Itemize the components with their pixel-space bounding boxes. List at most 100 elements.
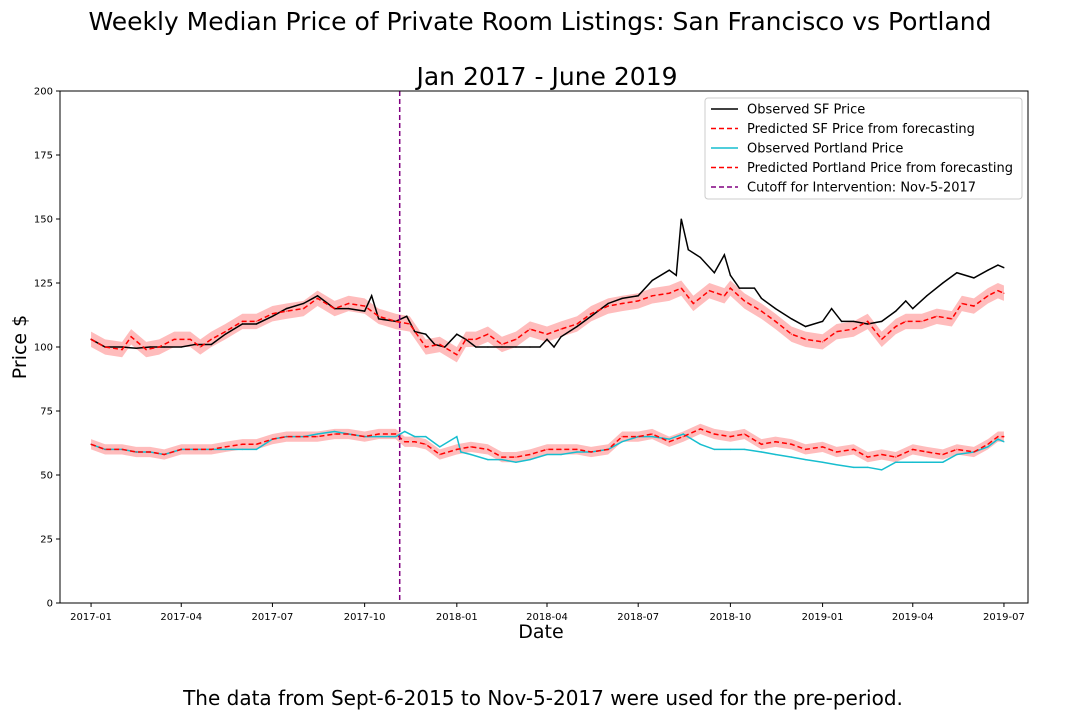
data-point-pdx_observed-49 — [804, 458, 807, 461]
data-point-pdx_observed-31 — [529, 458, 531, 461]
data-point-pdx_observed-50 — [821, 461, 824, 464]
data-point-pdx_observed-30 — [515, 461, 517, 464]
y-tick-label: 75 — [40, 407, 53, 418]
data-point-pdx_predicted-42 — [713, 433, 716, 435]
data-point-pdx_observed-62 — [997, 438, 999, 440]
data-point-sf_observed-44 — [668, 269, 671, 272]
data-point-pdx_predicted-53 — [880, 453, 883, 456]
data-point-sf_predicted-29 — [501, 343, 503, 346]
x-tick-label: 2019-07 — [983, 612, 1025, 623]
data-point-pdx_predicted-57 — [942, 453, 944, 456]
data-point-sf_observed-14 — [302, 302, 305, 305]
data-point-sf_observed-41 — [621, 297, 623, 300]
data-point-sf_observed-27 — [456, 333, 458, 336]
x-axis-label: Date — [518, 621, 563, 643]
data-point-sf_predicted-15 — [302, 307, 305, 310]
data-point-sf_predicted-5 — [158, 346, 161, 348]
data-point-pdx_predicted-50 — [835, 451, 838, 453]
chart-subtitle: Jan 2017 - June 2019 — [414, 62, 677, 91]
data-point-pdx_predicted-35 — [607, 448, 609, 451]
data-point-pdx_observed-32 — [546, 453, 548, 456]
data-point-pdx_predicted-44 — [743, 433, 746, 435]
data-point-sf_observed-38 — [576, 325, 578, 328]
legend-label: Cutoff for Intervention: Nov-5-2017 — [747, 181, 976, 196]
data-point-pdx_predicted-54 — [894, 456, 897, 458]
data-point-sf_predicted-41 — [680, 287, 683, 289]
data-point-sf_predicted-12 — [255, 320, 258, 323]
data-point-pdx_observed-21 — [403, 430, 406, 433]
data-point-sf_observed-35 — [546, 338, 548, 341]
x-tick-label: 2017-01 — [70, 612, 112, 623]
data-point-sf_observed-63 — [880, 320, 883, 323]
data-point-pdx_predicted-30 — [529, 453, 531, 456]
series-pdx_predicted — [90, 428, 1005, 458]
data-point-pdx_observed-34 — [576, 451, 578, 453]
data-point-pdx_observed-28 — [487, 458, 489, 461]
data-point-pdx_observed-19 — [377, 435, 380, 438]
data-point-sf_observed-59 — [830, 307, 833, 310]
data-point-sf_observed-47 — [687, 248, 690, 251]
data-point-sf_predicted-6 — [173, 338, 176, 341]
data-point-sf_predicted-8 — [199, 346, 202, 348]
legend-label: Observed SF Price — [747, 103, 865, 118]
data-point-sf_predicted-21 — [394, 320, 397, 323]
data-point-sf_observed-17 — [347, 307, 350, 310]
data-point-pdx_predicted-13 — [285, 435, 288, 438]
data-point-sf_predicted-36 — [607, 305, 609, 307]
data-point-pdx_observed-45 — [743, 448, 746, 451]
data-point-sf_predicted-52 — [835, 330, 838, 333]
data-point-sf_predicted-0 — [90, 338, 92, 341]
legend-entry-cutoff: Cutoff for Intervention: Nov-5-2017 — [711, 181, 976, 196]
data-point-sf_predicted-11 — [241, 320, 244, 323]
data-point-sf_predicted-25 — [456, 353, 458, 356]
data-point-pdx_predicted-39 — [668, 440, 671, 443]
data-point-sf_observed-58 — [821, 320, 824, 323]
x-tick-label: 2019-01 — [802, 612, 844, 623]
data-point-pdx_predicted-56 — [925, 451, 928, 453]
data-point-sf_observed-60 — [840, 320, 843, 323]
data-point-sf_predicted-22 — [408, 323, 411, 325]
data-point-sf_predicted-47 — [760, 310, 763, 312]
data-point-pdx_observed-57 — [925, 461, 928, 464]
data-point-pdx_predicted-61 — [997, 435, 999, 438]
data-point-sf_predicted-4 — [145, 348, 147, 351]
data-point-sf_observed-3 — [135, 347, 137, 350]
data-point-sf_observed-45 — [675, 274, 678, 277]
legend-label: Predicted Portland Price from forecastin… — [747, 161, 1013, 176]
x-tick-label: 2018-01 — [436, 612, 478, 623]
data-point-pdx_predicted-40 — [682, 435, 685, 438]
legend-entry-sf_predicted: Predicted SF Price from forecasting — [711, 122, 975, 137]
data-point-sf_observed-56 — [790, 318, 793, 320]
data-point-sf_observed-2 — [121, 346, 123, 348]
x-tick-label: 2017-10 — [344, 612, 386, 623]
data-point-sf_predicted-54 — [866, 320, 869, 323]
y-tick-label: 25 — [40, 535, 53, 546]
data-point-sf_observed-62 — [866, 323, 869, 325]
data-point-pdx_predicted-46 — [774, 440, 777, 443]
data-point-sf_observed-23 — [413, 330, 416, 333]
legend-label: Observed Portland Price — [747, 142, 903, 157]
data-point-sf_predicted-40 — [668, 292, 671, 295]
data-point-sf_observed-12 — [271, 315, 274, 318]
data-point-sf_predicted-64 — [997, 289, 999, 292]
data-point-sf_observed-30 — [487, 346, 489, 348]
data-point-pdx_observed-61 — [987, 446, 989, 448]
legend-label: Predicted SF Price from forecasting — [747, 122, 975, 137]
legend-entry-sf_observed: Observed SF Price — [711, 103, 865, 118]
data-point-sf_observed-65 — [904, 300, 907, 302]
series-line-pdx_predicted — [90, 428, 1004, 458]
data-point-pdx_predicted-58 — [956, 448, 958, 451]
data-point-sf_predicted-35 — [590, 312, 592, 315]
data-point-pdx_observed-52 — [852, 466, 855, 469]
data-point-sf_predicted-27 — [475, 338, 477, 341]
x-tick-label: 2018-07 — [617, 612, 659, 623]
data-point-sf_predicted-60 — [951, 318, 953, 320]
data-point-sf_predicted-53 — [852, 328, 855, 330]
legend-box — [704, 97, 1023, 200]
data-point-sf_predicted-28 — [487, 333, 489, 336]
y-axis-label: Price $ — [9, 315, 31, 379]
data-point-sf_predicted-16 — [316, 297, 319, 300]
data-point-sf_predicted-9 — [210, 338, 213, 341]
legend-entry-pdx_observed: Observed Portland Price — [711, 142, 903, 157]
